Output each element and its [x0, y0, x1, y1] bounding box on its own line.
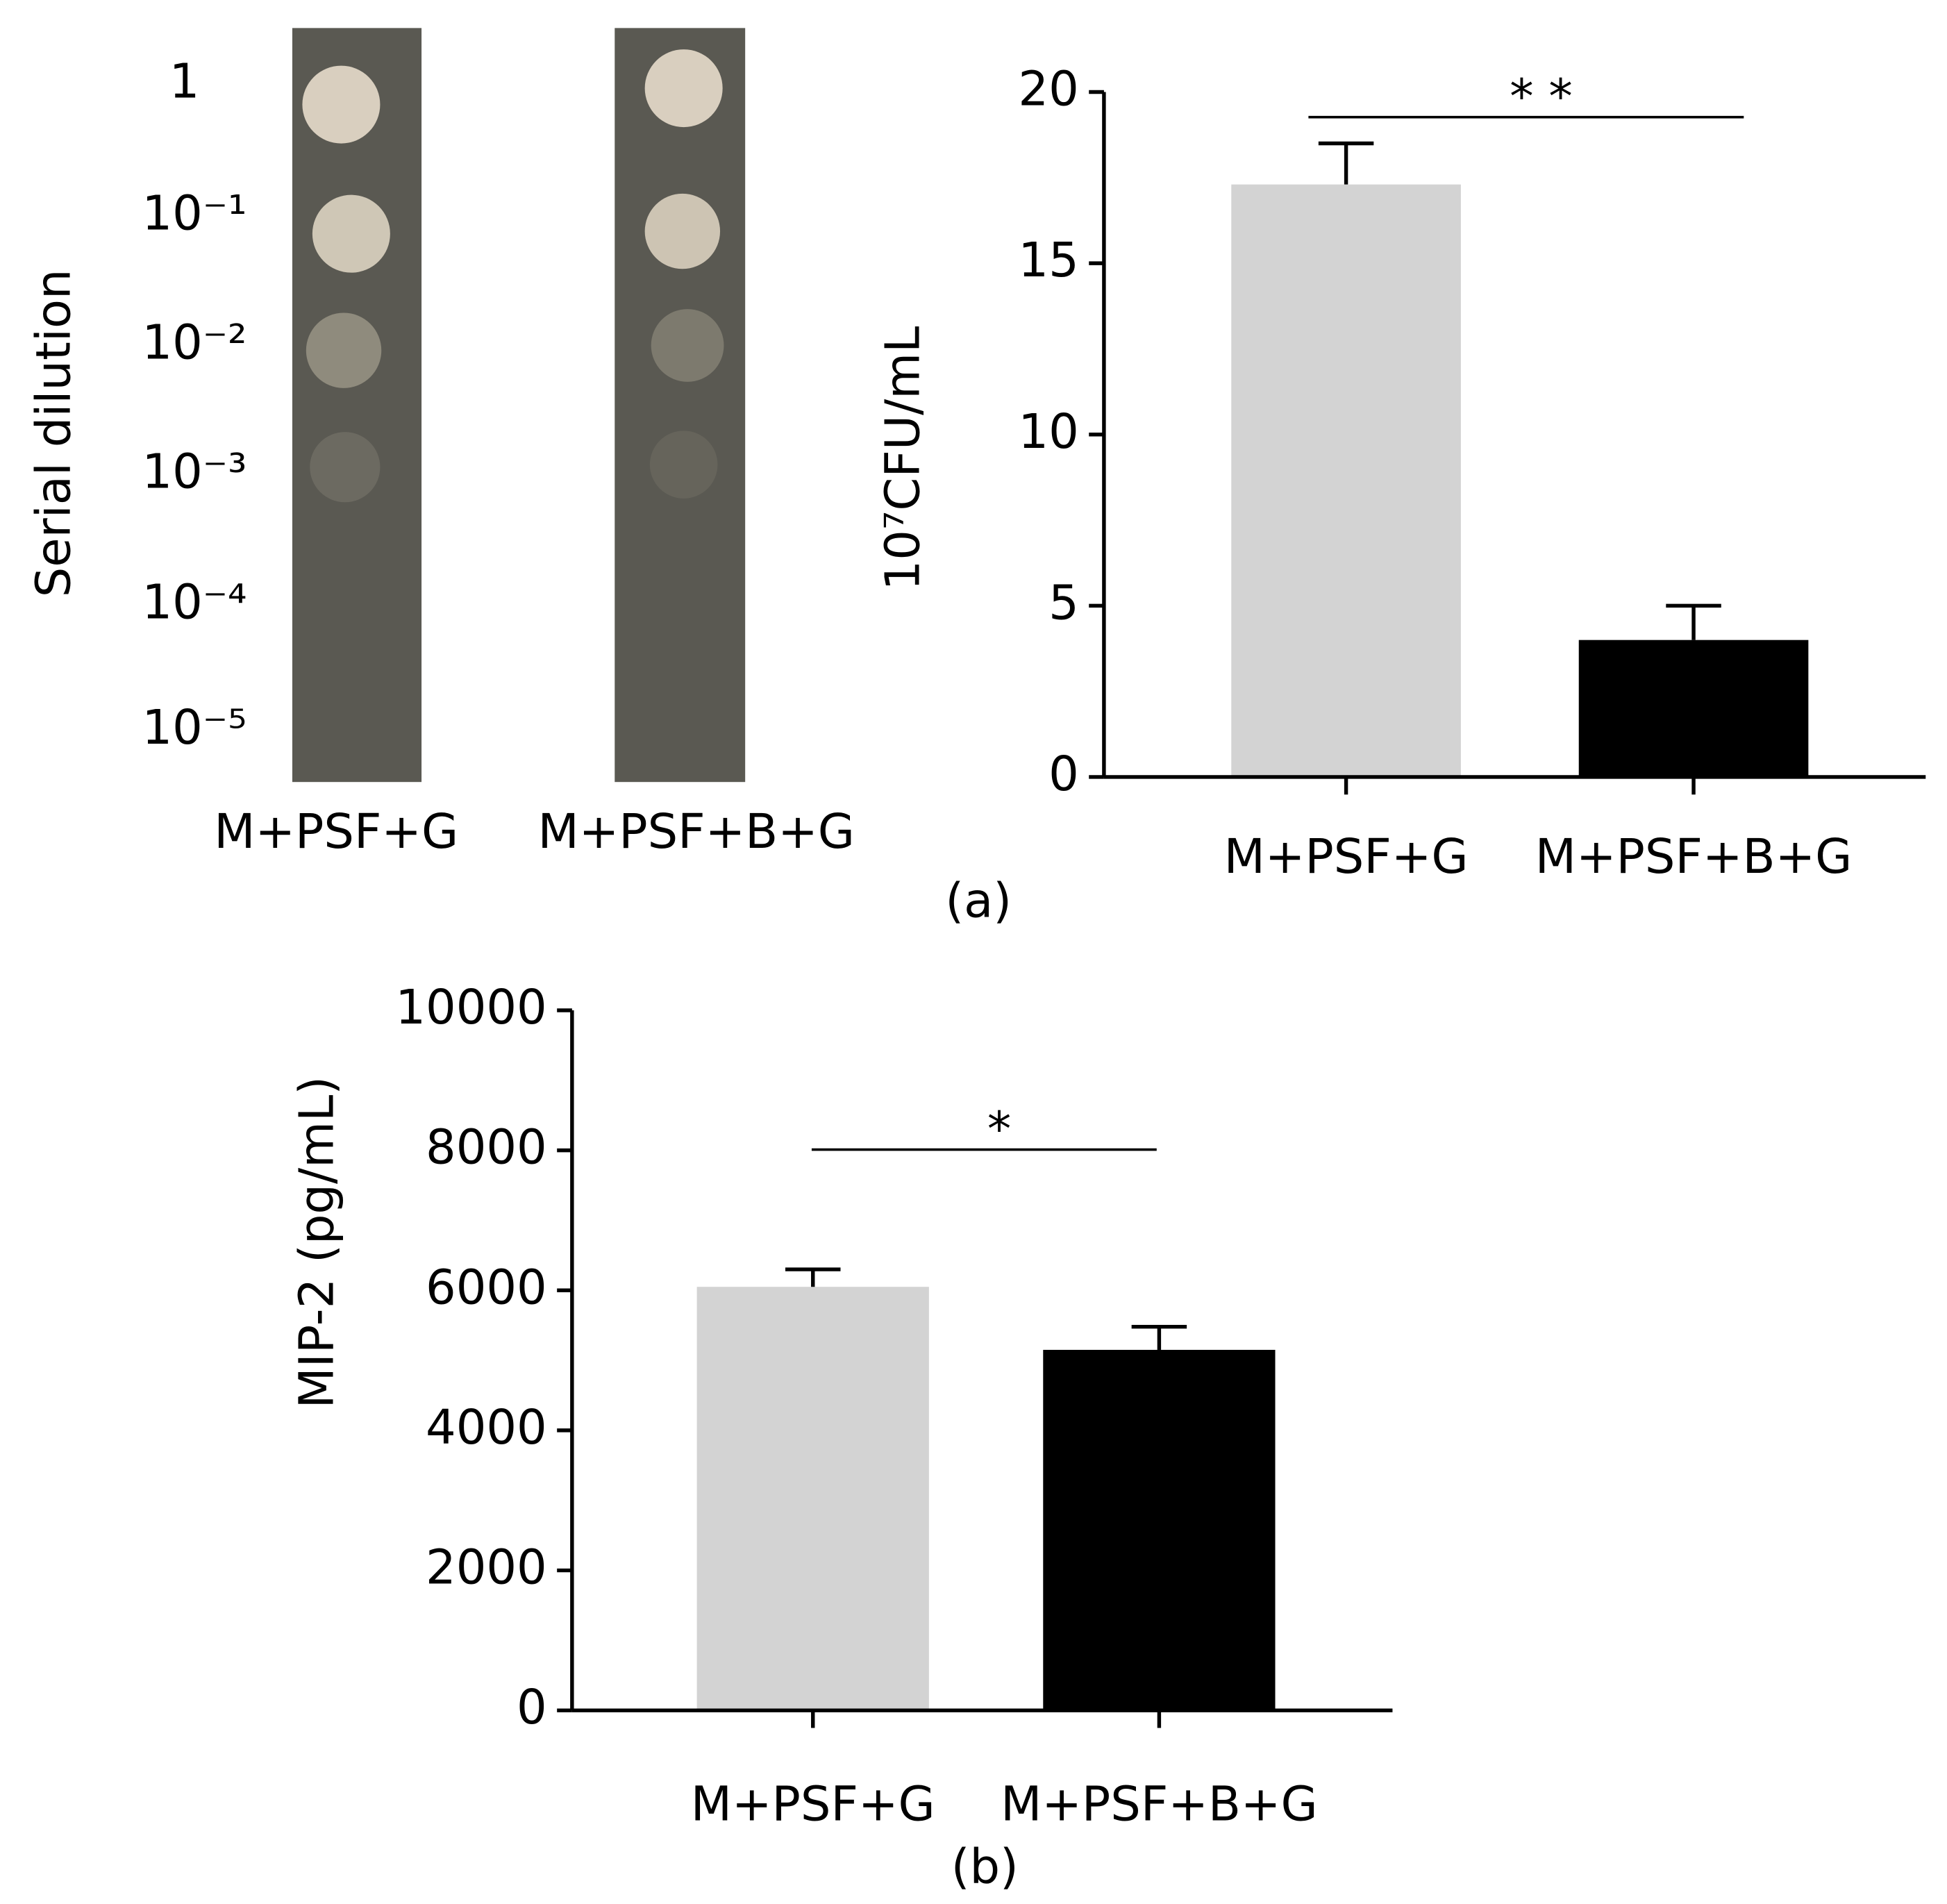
colony-spot: [644, 49, 723, 128]
significance-label: * *: [1510, 69, 1572, 124]
y-tick-label: 0: [517, 1680, 547, 1735]
x-tick-label: M+PSF+B+G: [1001, 1776, 1317, 1832]
plate-photo: [292, 28, 746, 783]
x-tick-label: M+PSF+B+G: [1535, 829, 1853, 885]
y-tick-label: 5: [1048, 575, 1079, 631]
significance-label: *: [987, 1101, 1011, 1157]
colony-spot: [649, 431, 718, 499]
x-tick-label: M+PSF+G: [691, 1776, 935, 1832]
bar: [696, 1287, 929, 1711]
colony-spot: [302, 65, 381, 144]
y-tick-label: 15: [1018, 233, 1078, 288]
colony-spot: [306, 312, 382, 388]
x-tick-label: M+PSF+G: [1224, 829, 1469, 885]
y-tick-label: 6000: [426, 1260, 547, 1315]
dilution-label: 10⁻⁵: [142, 700, 246, 755]
plate-strip: [615, 28, 746, 783]
panel-label: (a): [945, 873, 1012, 928]
bar: [1043, 1349, 1276, 1711]
y-tick-label: 2000: [426, 1540, 547, 1596]
strip-label: M+PSF+B+G: [537, 804, 854, 860]
panel-label: (b): [951, 1839, 1019, 1895]
colony-spot: [312, 194, 390, 273]
bar: [1231, 184, 1461, 777]
dilution-label: 1: [169, 54, 200, 110]
plate-axis-label: Serial dilution: [26, 269, 81, 598]
dilution-label: 10⁻³: [142, 444, 246, 500]
colony-spot: [310, 432, 381, 503]
y-tick-label: 10: [1018, 404, 1078, 460]
dilution-label: 10⁻¹: [142, 185, 246, 241]
bar: [1578, 640, 1809, 777]
y-tick-label: 8000: [426, 1120, 547, 1176]
y-tick-label: 0: [1048, 746, 1079, 802]
y-tick-label: 4000: [426, 1400, 547, 1455]
y-axis-label: MIP-2 (pg/mL): [290, 1076, 345, 1409]
plate-strip: [292, 28, 422, 783]
dilution-label: 10⁻²: [142, 315, 246, 371]
y-tick-label: 10000: [395, 980, 546, 1035]
y-axis-label: 10⁷CFU/mL: [875, 326, 930, 591]
dilution-label: 10⁻⁴: [142, 574, 246, 630]
y-tick-label: 20: [1018, 62, 1078, 117]
colony-spot: [651, 309, 724, 382]
strip-label: M+PSF+G: [214, 804, 458, 860]
colony-spot: [644, 193, 721, 269]
